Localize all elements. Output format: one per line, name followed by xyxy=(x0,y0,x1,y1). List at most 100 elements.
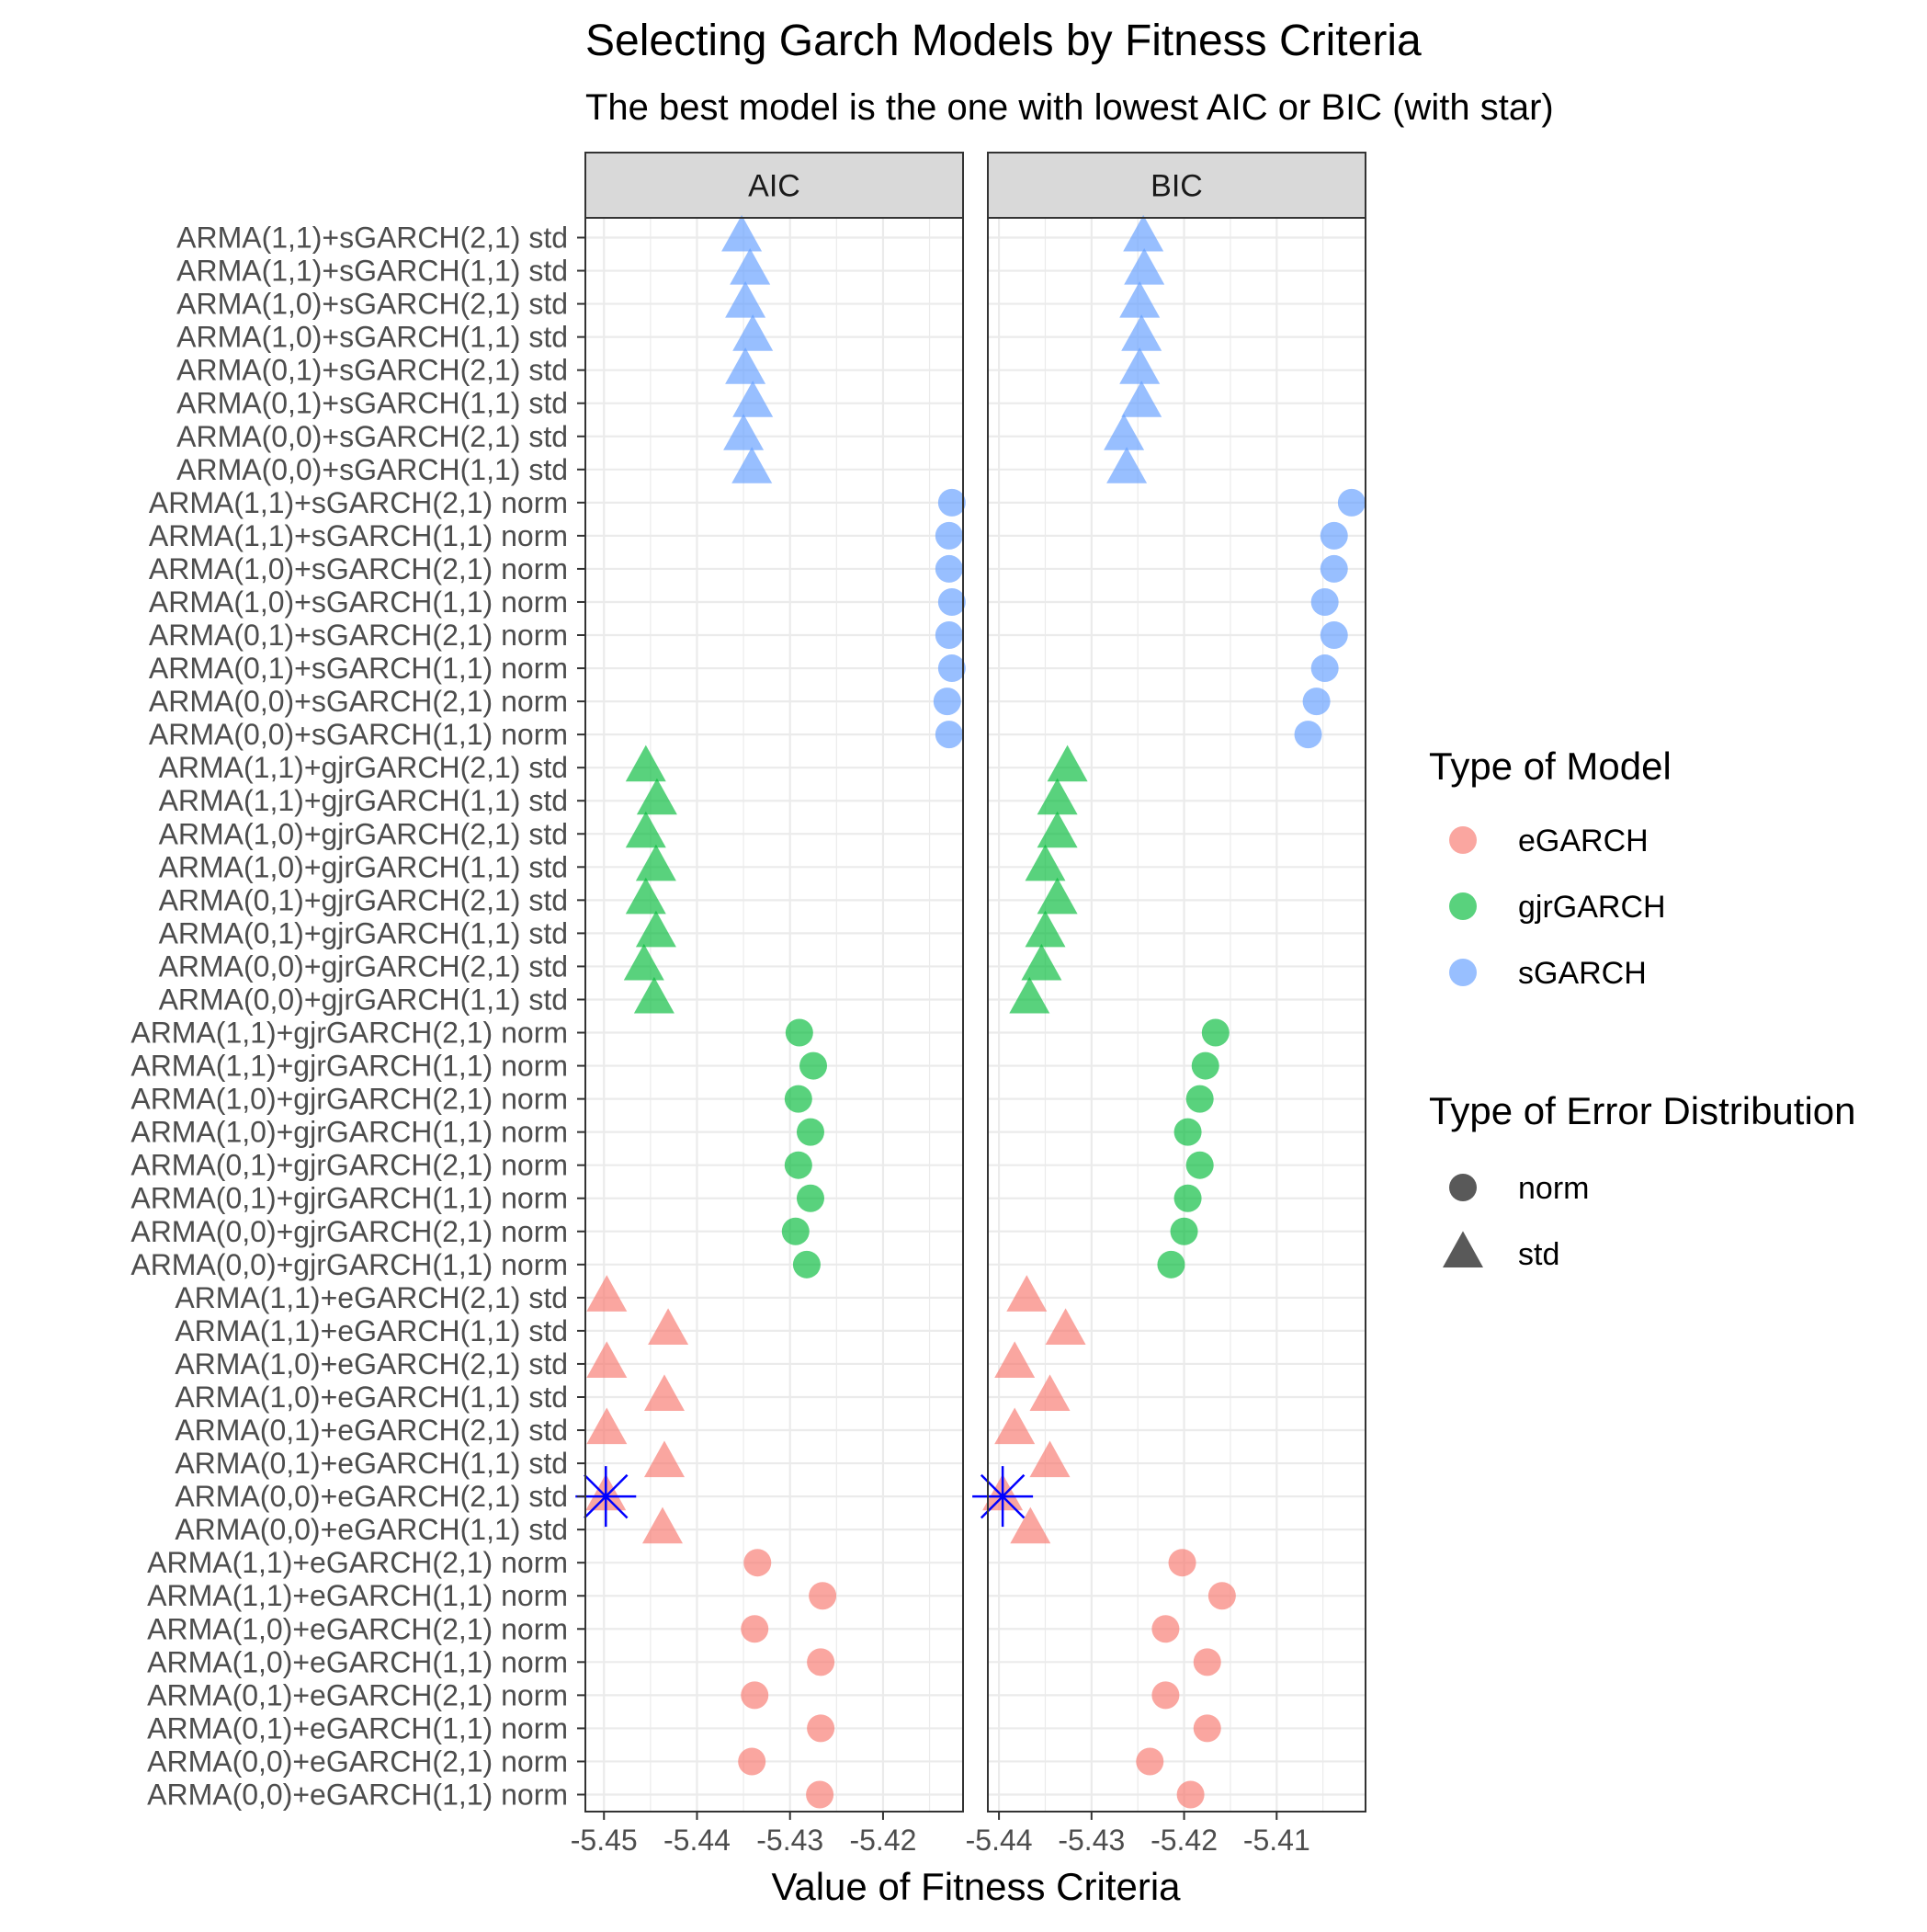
x-tick-label: -5.43 xyxy=(756,1824,823,1857)
y-tick-label: ARMA(0,1)+eGARCH(2,1) norm xyxy=(147,1678,568,1711)
point-aic-arma-0-0-gjrgarch-1-1-norm xyxy=(792,1250,821,1279)
point-bic-arma-1-0-sgarch-2-1-norm xyxy=(1320,554,1348,583)
point-bic-arma-0-0-gjrgarch-1-1-std xyxy=(1009,976,1050,1014)
point-aic-arma-0-1-sgarch-2-1-norm xyxy=(935,621,963,650)
point-aic-arma-0-1-gjrgarch-1-1-norm xyxy=(796,1184,824,1212)
y-tick-label: ARMA(0,1)+sGARCH(2,1) norm xyxy=(149,619,568,652)
point-bic-arma-1-1-egarch-2-1-norm xyxy=(1168,1549,1196,1577)
y-tick-label: ARMA(1,0)+gjrGARCH(2,1) std xyxy=(159,817,568,850)
point-aic-arma-1-1-egarch-2-1-norm xyxy=(743,1549,772,1577)
point-bic-arma-1-0-gjrgarch-1-1-std xyxy=(1025,844,1066,881)
x-tick-label: -5.44 xyxy=(663,1824,731,1857)
y-tick-label: ARMA(1,1)+sGARCH(2,1) std xyxy=(176,222,568,255)
point-bic-arma-0-1-egarch-2-1-std xyxy=(994,1407,1036,1445)
point-aic-arma-0-1-egarch-2-1-norm xyxy=(741,1681,769,1710)
point-bic-arma-1-0-sgarch-1-1-norm xyxy=(1310,587,1339,616)
point-aic-arma-0-0-gjrgarch-1-1-std xyxy=(633,976,674,1014)
point-bic-arma-1-1-sgarch-2-1-std xyxy=(1123,214,1164,252)
facet-panels: AIC -5.45 -5.44 -5.43 -5.42 BIC -5.44 -5.43 -5.4… xyxy=(571,152,1366,1857)
point-bic-arma-1-1-egarch-2-1-std xyxy=(1006,1275,1048,1312)
y-tick-label: ARMA(1,0)+gjrGARCH(1,1) std xyxy=(159,850,568,883)
y-tick-label: ARMA(0,1)+sGARCH(1,1) std xyxy=(176,387,568,420)
point-aic-arma-0-1-gjrgarch-2-1-std xyxy=(625,877,666,915)
point-aic-arma-1-1-gjrgarch-2-1-norm xyxy=(785,1018,813,1047)
y-tick-label: ARMA(0,1)+sGARCH(2,1) std xyxy=(176,354,568,387)
point-bic-arma-1-0-egarch-2-1-norm xyxy=(1151,1615,1180,1643)
point-aic-arma-1-0-egarch-1-1-norm xyxy=(807,1648,835,1676)
y-tick-label: ARMA(0,0)+eGARCH(2,1) norm xyxy=(147,1744,568,1778)
panel-aic: AIC -5.45 -5.44 -5.43 -5.42 xyxy=(571,152,966,1857)
legend-label-egarch: eGARCH xyxy=(1518,824,1649,858)
point-aic-arma-1-1-gjrgarch-1-1-std xyxy=(636,778,677,815)
point-aic-arma-1-0-sgarch-2-1-norm xyxy=(935,554,963,583)
y-tick-label: ARMA(0,0)+eGARCH(1,1) norm xyxy=(147,1779,568,1812)
star-stroke xyxy=(584,1473,629,1519)
legend-title-model: Type of Model xyxy=(1429,744,1672,788)
y-tick-label: ARMA(1,1)+eGARCH(2,1) norm xyxy=(147,1546,568,1579)
point-bic-arma-0-0-sgarch-2-1-std xyxy=(1104,414,1145,450)
point-aic-arma-1-0-sgarch-1-1-std xyxy=(732,314,774,351)
legend-key-gjrgarch xyxy=(1449,892,1477,920)
y-tick-label: ARMA(0,0)+eGARCH(1,1) std xyxy=(175,1513,568,1546)
facet-strip-bic xyxy=(987,152,1366,219)
point-aic-arma-0-0-egarch-1-1-norm xyxy=(806,1780,834,1809)
point-bic-arma-1-1-gjrgarch-2-1-std xyxy=(1047,744,1088,782)
point-aic-arma-0-1-sgarch-2-1-std xyxy=(725,347,766,384)
point-aic-arma-0-1-egarch-1-1-std xyxy=(644,1440,685,1478)
legend-items: eGARCH gjrGARCH sGARCH norm std xyxy=(1443,824,1666,1272)
point-aic-arma-1-1-gjrgarch-1-1-norm xyxy=(799,1051,828,1080)
facet-label-aic: AIC xyxy=(748,169,800,204)
legend: Type of Model Type of Error Distribution… xyxy=(1429,744,1856,1272)
y-tick-label: ARMA(1,0)+sGARCH(2,1) std xyxy=(176,288,568,321)
panel-border xyxy=(987,217,1366,1813)
point-aic-arma-0-0-sgarch-2-1-norm xyxy=(933,688,961,716)
point-bic-arma-0-1-gjrgarch-1-1-std xyxy=(1025,910,1066,948)
legend-key-sgarch xyxy=(1449,959,1477,986)
y-tick-label: ARMA(1,1)+sGARCH(2,1) norm xyxy=(149,486,568,519)
point-aic-arma-1-1-egarch-2-1-std xyxy=(586,1275,628,1312)
point-aic-arma-1-0-egarch-2-1-std xyxy=(586,1341,628,1378)
point-aic-arma-1-1-sgarch-2-1-std xyxy=(721,214,763,252)
y-tick-label: ARMA(1,0)+eGARCH(1,1) norm xyxy=(147,1645,568,1678)
point-bic-arma-0-1-sgarch-1-1-norm xyxy=(1310,654,1339,683)
point-aic-arma-1-0-egarch-1-1-std xyxy=(644,1374,685,1411)
chart-subtitle: The best model is the one with lowest AI… xyxy=(585,87,1554,128)
x-tick-label: -5.43 xyxy=(1058,1824,1125,1857)
y-tick-label: ARMA(1,1)+eGARCH(1,1) std xyxy=(175,1314,568,1347)
y-tick-label: ARMA(1,1)+gjrGARCH(1,1) norm xyxy=(130,1050,568,1083)
y-tick-label: ARMA(0,1)+eGARCH(2,1) std xyxy=(175,1414,568,1447)
y-tick-label: ARMA(1,1)+gjrGARCH(1,1) std xyxy=(159,784,568,817)
y-tick-label: ARMA(0,1)+eGARCH(1,1) norm xyxy=(147,1711,568,1744)
y-tick-label: ARMA(0,1)+eGARCH(1,1) std xyxy=(175,1447,568,1480)
legend-key-std xyxy=(1443,1231,1483,1267)
point-bic-arma-0-1-gjrgarch-2-1-norm xyxy=(1185,1151,1214,1179)
point-bic-arma-0-0-sgarch-1-1-norm xyxy=(1294,721,1322,749)
point-aic-arma-0-0-egarch-2-1-norm xyxy=(738,1747,766,1776)
point-bic-arma-0-1-egarch-1-1-norm xyxy=(1193,1714,1221,1743)
point-aic-arma-0-1-egarch-1-1-norm xyxy=(807,1714,835,1743)
y-tick-label: ARMA(0,0)+sGARCH(2,1) std xyxy=(176,420,568,453)
point-bic-arma-0-0-sgarch-1-1-std xyxy=(1106,447,1148,483)
point-bic-arma-0-1-sgarch-1-1-std xyxy=(1121,381,1162,417)
point-aic-arma-1-0-egarch-2-1-norm xyxy=(741,1615,769,1643)
legend-title-distribution: Type of Error Distribution xyxy=(1429,1089,1856,1132)
point-bic-arma-1-1-egarch-1-1-norm xyxy=(1207,1582,1236,1610)
point-bic-arma-1-0-gjrgarch-2-1-norm xyxy=(1185,1085,1214,1113)
y-tick-label: ARMA(1,0)+sGARCH(1,1) std xyxy=(176,321,568,354)
point-aic-arma-1-1-sgarch-2-1-norm xyxy=(937,488,966,517)
y-tick-label: ARMA(0,0)+sGARCH(1,1) std xyxy=(176,453,568,486)
x-axis-label: Value of Fitness Criteria xyxy=(771,1865,1181,1908)
point-aic-arma-0-0-sgarch-2-1-std xyxy=(723,414,765,450)
y-tick-label: ARMA(0,1)+gjrGARCH(2,1) std xyxy=(159,883,568,916)
point-aic-arma-0-1-sgarch-1-1-std xyxy=(732,381,774,417)
point-bic-arma-1-1-gjrgarch-1-1-std xyxy=(1037,778,1078,815)
x-tick-label: -5.45 xyxy=(571,1824,638,1857)
point-bic-arma-0-1-gjrgarch-1-1-norm xyxy=(1173,1184,1202,1212)
point-aic-arma-0-1-sgarch-1-1-norm xyxy=(937,654,966,683)
point-bic-arma-0-1-egarch-2-1-norm xyxy=(1151,1681,1180,1710)
point-bic-arma-1-0-egarch-1-1-norm xyxy=(1193,1648,1221,1676)
point-aic-arma-0-0-gjrgarch-2-1-norm xyxy=(781,1217,810,1245)
point-aic-arma-0-0-egarch-1-1-std xyxy=(642,1506,683,1544)
